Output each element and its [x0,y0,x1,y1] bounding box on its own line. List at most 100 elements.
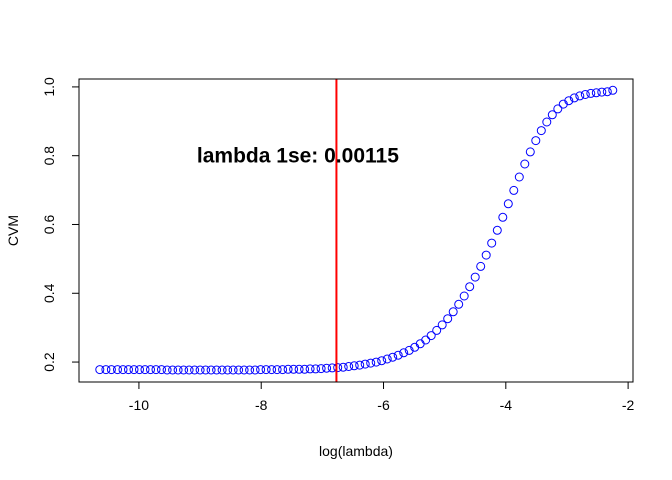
data-point [106,365,116,375]
data-point [432,325,442,335]
data-point [542,117,552,127]
x-tick-label: -6 [377,397,390,413]
data-point [569,93,579,103]
data-point [267,365,277,375]
data-point [322,363,332,373]
data-point [234,365,244,375]
data-point [536,126,546,136]
data-point [333,363,343,373]
data-point [575,91,585,101]
data-point [459,291,469,301]
data-point [388,352,398,362]
x-axis-label: log(lambda) [319,443,393,459]
data-point [492,225,502,235]
y-tick-label: 0.4 [41,283,57,303]
data-point [481,250,491,260]
data-point [349,361,359,371]
data-point [586,88,596,98]
data-point [487,238,497,248]
data-point [597,87,607,97]
data-point [250,365,260,375]
data-point [371,357,381,367]
data-point [316,364,326,374]
data-point [217,365,227,375]
y-axis-label: CVM [5,215,21,246]
data-point [520,159,530,169]
data-point [421,335,431,345]
data-point [437,320,447,330]
data-point [195,365,205,375]
data-point [118,365,128,375]
data-point [393,350,403,360]
data-point [278,365,288,375]
y-tick-label: 0.2 [41,352,57,372]
data-point [454,299,464,309]
data-point [261,365,271,375]
y-tick-label: 0.6 [41,215,57,235]
data-point [366,358,376,368]
data-point [360,359,370,369]
data-point [564,96,574,106]
data-point [245,365,255,375]
data-point [547,110,557,120]
data-point [465,282,475,292]
data-point [305,364,315,374]
y-axis: 0.2 0.4 0.6 0.8 1.0 [41,77,80,372]
data-point [404,345,414,355]
data-point [311,364,321,374]
data-point [531,136,541,146]
data-point [212,365,222,375]
data-point [124,365,133,375]
data-point [140,365,150,375]
x-tick-label: -8 [255,397,268,413]
data-points [95,85,618,375]
x-tick-label: -10 [129,397,149,413]
x-tick-label: -2 [622,397,635,413]
data-point [344,362,354,371]
data-point [591,88,601,98]
data-point [300,364,310,374]
data-point [602,87,612,97]
data-point [190,365,200,375]
data-point [553,104,563,114]
x-tick-label: -4 [500,397,513,413]
data-point [377,356,387,366]
data-point [355,360,365,370]
data-point [514,172,524,182]
data-point [168,365,178,375]
data-point [184,365,194,375]
data-point [179,365,189,375]
data-point [201,365,211,375]
data-point [256,365,266,375]
lambda-1se-annotation: lambda 1se: 0.00115 [197,145,399,168]
data-point [448,307,458,317]
data-point [101,365,111,375]
data-point [498,212,508,222]
data-point [289,364,299,374]
data-point [135,365,144,375]
data-point [157,365,166,375]
data-point [382,354,392,364]
data-point [338,362,348,372]
data-point [173,365,183,375]
data-point [113,365,122,375]
data-point [228,365,238,375]
data-point [294,364,304,374]
data-point [283,364,293,374]
data-point [509,185,519,195]
y-tick-label: 0.8 [41,146,57,166]
data-point [426,331,436,341]
data-point [272,365,282,375]
data-point [399,348,409,358]
data-point [151,365,161,375]
data-point [146,365,155,375]
data-point [608,85,618,95]
data-point [162,365,172,375]
data-point [206,365,216,375]
data-point [525,147,535,157]
data-point [443,314,453,324]
y-tick-label: 1.0 [41,77,57,97]
data-point [470,272,480,282]
data-point [95,365,105,375]
